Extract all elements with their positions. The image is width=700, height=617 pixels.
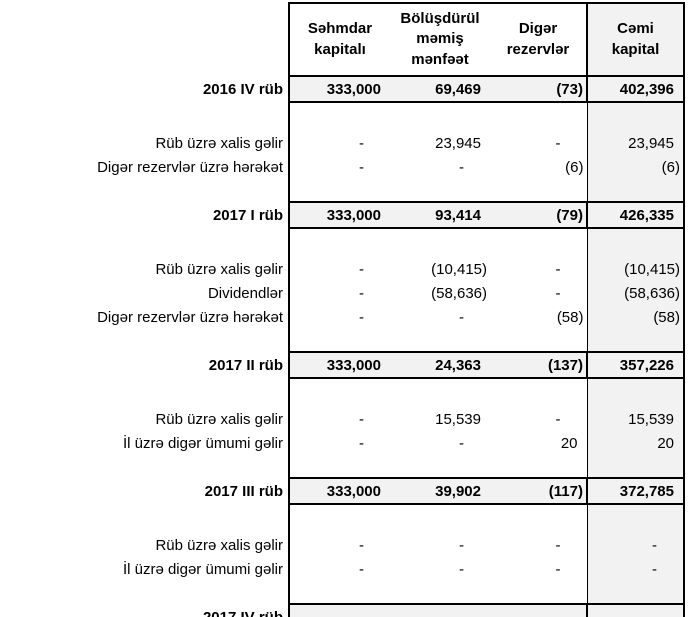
column-header-total-capital: Cəmi kapital [586,2,685,77]
header-empty-cell [0,3,289,76]
table-row-period-total: 2017 II rüb 333,000 24,363 (137) 357,226 [0,351,685,379]
cell-share-capital: - [288,257,390,281]
table-row-movement: İl üzrə digər ümumi gəlir - - 20 20 [0,431,685,455]
cell-total-capital: 23,945 [586,131,685,155]
cell-other-reserves: - [555,134,561,152]
cell-retained-earnings: - [459,560,464,578]
row-label: 2017 II rüb [0,352,289,378]
cell-total-capital: 426,335 [586,201,685,229]
cell-retained-earnings: 39,902 [390,477,490,505]
cell-share-capital: - [288,557,390,581]
spacer-row [0,455,685,478]
table-row-period-total: 2017 III rüb 333,000 39,902 (117) 372,78… [0,477,685,505]
cell-total-capital: - [586,557,685,581]
cell-other-reserves: (117) [490,477,587,505]
equity-changes-table: Səhmdar kapitalı Bölüşdürül məmiş mənfəə… [0,2,685,617]
cell-total-capital: - [586,603,685,617]
cell-retained-earnings: - [459,158,464,176]
row-label: Rüb üzrə xalis gəlir [155,536,283,554]
cell-share-capital: - [288,305,390,329]
table-row-movement: Rüb üzrə xalis gəlir - 23,945 - 23,945 [0,131,685,155]
spacer-row [0,102,685,131]
cell-other-reserves: 20 [560,434,578,452]
cell-share-capital: - [288,603,390,617]
cell-total-capital: 402,396 [586,75,685,103]
cell-share-capital: - [288,407,390,431]
cell-share-capital: 333,000 [288,477,390,505]
spacer-row [0,329,685,352]
column-header-other-reserves: Digər rezervlər [490,2,587,77]
cell-total-capital: 20 [586,431,685,455]
cell-other-reserves: - [555,260,561,278]
spacer-row [0,581,685,604]
cell-total-capital: (10,415) [586,257,685,281]
row-label: İl üzrə digər ümumi gəlir [122,434,283,452]
table-row-movement: İl üzrə digər ümumi gəlir - - - - [0,557,685,581]
cell-total-capital: (58,636) [586,281,685,305]
cell-other-reserves: - [555,410,561,428]
row-label: İl üzrə digər ümumi gəlir [122,560,283,578]
table-row-movement: Rüb üzrə xalis gəlir - 15,539 - 15,539 [0,407,685,431]
cell-share-capital: - [288,281,390,305]
column-header-share-capital: Səhmdar kapitalı [288,2,390,77]
cell-other-reserves: - [490,603,587,617]
cell-other-reserves: (137) [490,351,587,379]
cell-other-reserves: (79) [490,201,587,229]
cell-other-reserves: (6) [565,158,584,176]
table-row-movement: Dividendlər - (58,636) - (58,636) [0,281,685,305]
row-label: Digər rezervlər üzrə hərəkət [97,158,283,176]
row-label: 2017 IV rüb [0,604,289,617]
spacer-row [0,378,685,407]
cell-retained-earnings: - [459,434,464,452]
cell-other-reserves: - [555,536,561,554]
table-row-movement: Digər rezervlər üzrə hərəkət - - (58) (5… [0,305,685,329]
column-header-retained-earnings: Bölüşdürül məmiş mənfəət [390,2,490,77]
table-row-period-total: 2017 IV rüb - - - - [0,603,685,617]
cell-share-capital: 333,000 [288,201,390,229]
table-row-period-total: 2016 IV rüb 333,000 69,469 (73) 402,396 [0,75,685,103]
cell-other-reserves: (58) [556,308,584,326]
cell-retained-earnings: - [459,308,464,326]
cell-total-capital: 15,539 [586,407,685,431]
cell-other-reserves: - [555,284,561,302]
cell-total-capital: 357,226 [586,351,685,379]
spacer-row [0,228,685,257]
cell-share-capital: 333,000 [288,351,390,379]
cell-retained-earnings: - [459,536,464,554]
cell-share-capital: - [288,131,390,155]
row-label: Rüb üzrə xalis gəlir [155,260,283,278]
cell-retained-earnings: (10,415) [431,260,487,278]
row-label: Rüb üzrə xalis gəlir [155,410,283,428]
cell-retained-earnings: 24,363 [390,351,490,379]
cell-total-capital: (6) [586,155,685,179]
cell-total-capital: 372,785 [586,477,685,505]
spacer-row [0,504,685,533]
cell-retained-earnings: 93,414 [390,201,490,229]
cell-retained-earnings: - [390,603,490,617]
cell-retained-earnings: 15,539 [435,410,481,428]
table-row-period-total: 2017 I rüb 333,000 93,414 (79) 426,335 [0,201,685,229]
cell-retained-earnings: (58,636) [431,284,487,302]
header-row: Səhmdar kapitalı Bölüşdürül məmiş mənfəə… [0,2,685,77]
cell-share-capital: 333,000 [288,75,390,103]
cell-total-capital: (58) [586,305,685,329]
row-label: 2017 I rüb [0,202,289,228]
row-label: Digər rezervlər üzrə hərəkət [97,308,283,326]
cell-retained-earnings: 69,469 [390,75,490,103]
cell-retained-earnings: 23,945 [435,134,481,152]
row-label: Rüb üzrə xalis gəlir [155,134,283,152]
cell-other-reserves: (73) [490,75,587,103]
cell-share-capital: - [288,533,390,557]
table-row-movement: Rüb üzrə xalis gəlir - - - - [0,533,685,557]
cell-share-capital: - [288,155,390,179]
cell-total-capital: - [586,533,685,557]
table-row-movement: Rüb üzrə xalis gəlir - (10,415) - (10,41… [0,257,685,281]
spacer-row [0,179,685,202]
table-row-movement: Digər rezervlər üzrə hərəkət - - (6) (6) [0,155,685,179]
row-label: Dividendlər [207,284,283,302]
cell-other-reserves: - [555,560,561,578]
cell-share-capital: - [288,431,390,455]
row-label: 2017 III rüb [0,478,289,504]
row-label: 2016 IV rüb [0,76,289,102]
